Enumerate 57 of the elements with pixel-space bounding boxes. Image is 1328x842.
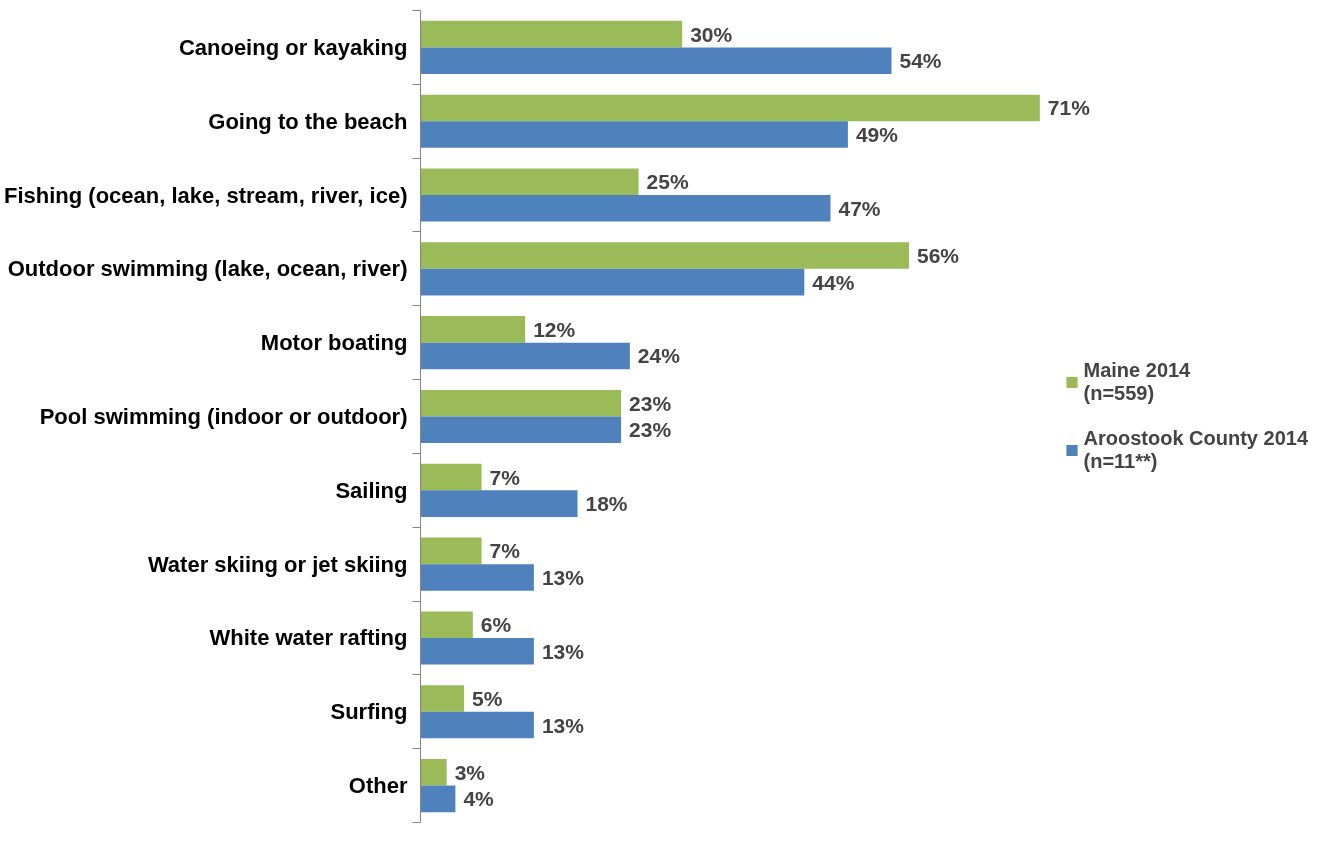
- y-tick-label: Water skiing or jet skiing: [147, 551, 408, 577]
- bar: [420, 637, 534, 665]
- bar: [420, 195, 831, 222]
- y-tick-label: Pool swimming (indoor or outdoor): [39, 404, 408, 429]
- data-label: 6%: [480, 613, 512, 637]
- y-tick-label: Surfing: [330, 699, 408, 725]
- data-label: 3%: [454, 760, 486, 784]
- data-label: 7%: [489, 539, 521, 563]
- bar: [420, 564, 534, 591]
- y-tick-label: White water rafting: [209, 625, 408, 651]
- bar: [420, 168, 639, 196]
- data-label: 56%: [916, 244, 960, 268]
- data-label: 4%: [463, 787, 495, 811]
- data-label: 25%: [646, 170, 689, 194]
- bar: [420, 785, 456, 813]
- bar: [420, 20, 683, 48]
- bar: [420, 463, 482, 491]
- data-label: 54%: [899, 49, 942, 73]
- bar: [420, 759, 447, 786]
- bar: [420, 711, 534, 739]
- bar: [420, 268, 805, 296]
- data-label: 13%: [541, 565, 585, 589]
- y-tick-label: Outdoor swimming (lake, ocean, river): [7, 256, 408, 282]
- data-label: 23%: [629, 418, 672, 442]
- y-tick-label: Sailing: [335, 477, 408, 503]
- data-label: 49%: [855, 123, 899, 147]
- bar: [420, 342, 630, 370]
- legend-label: Maine 2014 (n=559): [1083, 359, 1191, 405]
- bar: [420, 611, 473, 638]
- data-label: 71%: [1047, 96, 1091, 120]
- y-tick-label: Canoeing or kayaking: [178, 34, 408, 60]
- y-tick-label: Motor boating: [260, 330, 408, 356]
- bar: [420, 242, 909, 269]
- bar: [420, 416, 622, 444]
- data-label: 18%: [585, 492, 628, 516]
- bar: [420, 121, 848, 148]
- data-label: 47%: [838, 196, 881, 220]
- data-label: 7%: [489, 465, 521, 489]
- data-label: 13%: [541, 713, 585, 737]
- y-tick-label: Other: [348, 773, 408, 799]
- data-label: 5%: [472, 686, 503, 710]
- data-label: 44%: [812, 270, 855, 294]
- legend-label: Aroostook County 2014 (n=11**): [1083, 427, 1308, 473]
- data-label: 30%: [690, 22, 733, 46]
- bar: [420, 389, 622, 417]
- bar: [420, 94, 1040, 122]
- y-tick-label: Going to the beach: [208, 108, 408, 134]
- data-label: 24%: [637, 344, 681, 368]
- bar: [420, 316, 526, 343]
- y-tick-label: Fishing (ocean, lake, stream, river, ice): [3, 182, 408, 208]
- data-label: 13%: [541, 639, 585, 663]
- data-label: 23%: [629, 391, 672, 415]
- data-label: 12%: [533, 317, 576, 341]
- bar: [420, 537, 482, 565]
- bar: [420, 685, 465, 712]
- bar: [420, 490, 578, 517]
- bar: [420, 47, 892, 74]
